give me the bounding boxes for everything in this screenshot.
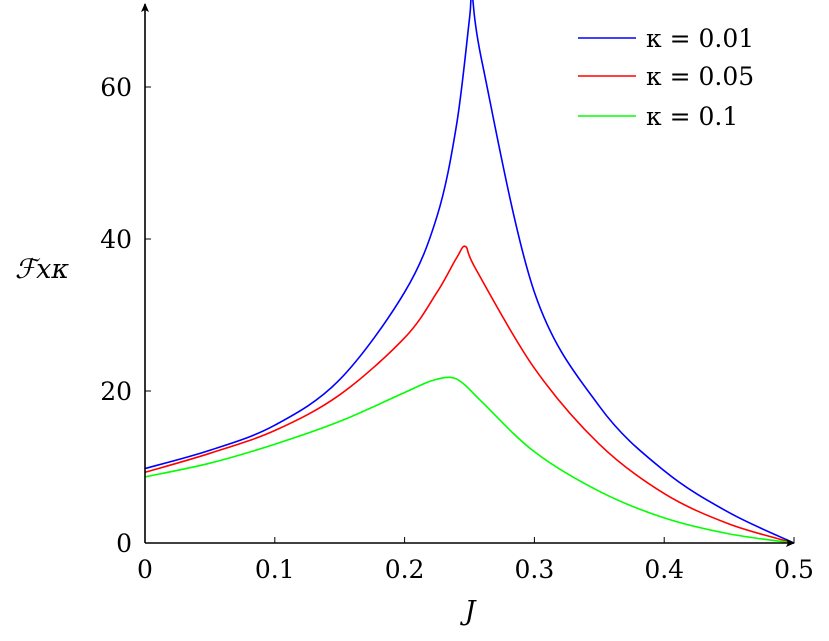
x-tick-label: 0.3 <box>515 555 555 584</box>
x-axis-arrow <box>786 539 795 547</box>
axes-layer <box>141 3 795 547</box>
x-tick-label: 0 <box>137 555 153 584</box>
y-axis-arrow <box>141 3 149 12</box>
y-tick-label: 0 <box>116 529 132 558</box>
y-tick-label: 40 <box>100 225 132 254</box>
legend: κ = 0.01 κ = 0.05 κ = 0.1 <box>578 24 754 131</box>
y-tick-label: 20 <box>100 377 132 406</box>
x-axis-label: J <box>460 596 478 627</box>
legend-label-3: κ = 0.1 <box>646 102 738 131</box>
legend-label-1: κ = 0.01 <box>646 24 754 53</box>
x-tick-label: 0.5 <box>774 555 814 584</box>
series-line-3 <box>144 376 795 544</box>
legend-label-2: κ = 0.05 <box>646 62 754 91</box>
x-tick-label: 0.1 <box>255 555 295 584</box>
y-tick-label: 60 <box>100 73 132 102</box>
x-tick-label: 0.2 <box>385 555 425 584</box>
series-layer <box>144 0 795 544</box>
series-line-1 <box>144 0 795 544</box>
series-line-2 <box>144 245 795 544</box>
x-tick-label: 0.4 <box>644 555 684 584</box>
y-axis-label: ℱxκ <box>15 254 69 285</box>
ticks-layer: 0 0.1 0.2 0.3 0.4 0.5 0 20 40 60 <box>100 73 814 584</box>
